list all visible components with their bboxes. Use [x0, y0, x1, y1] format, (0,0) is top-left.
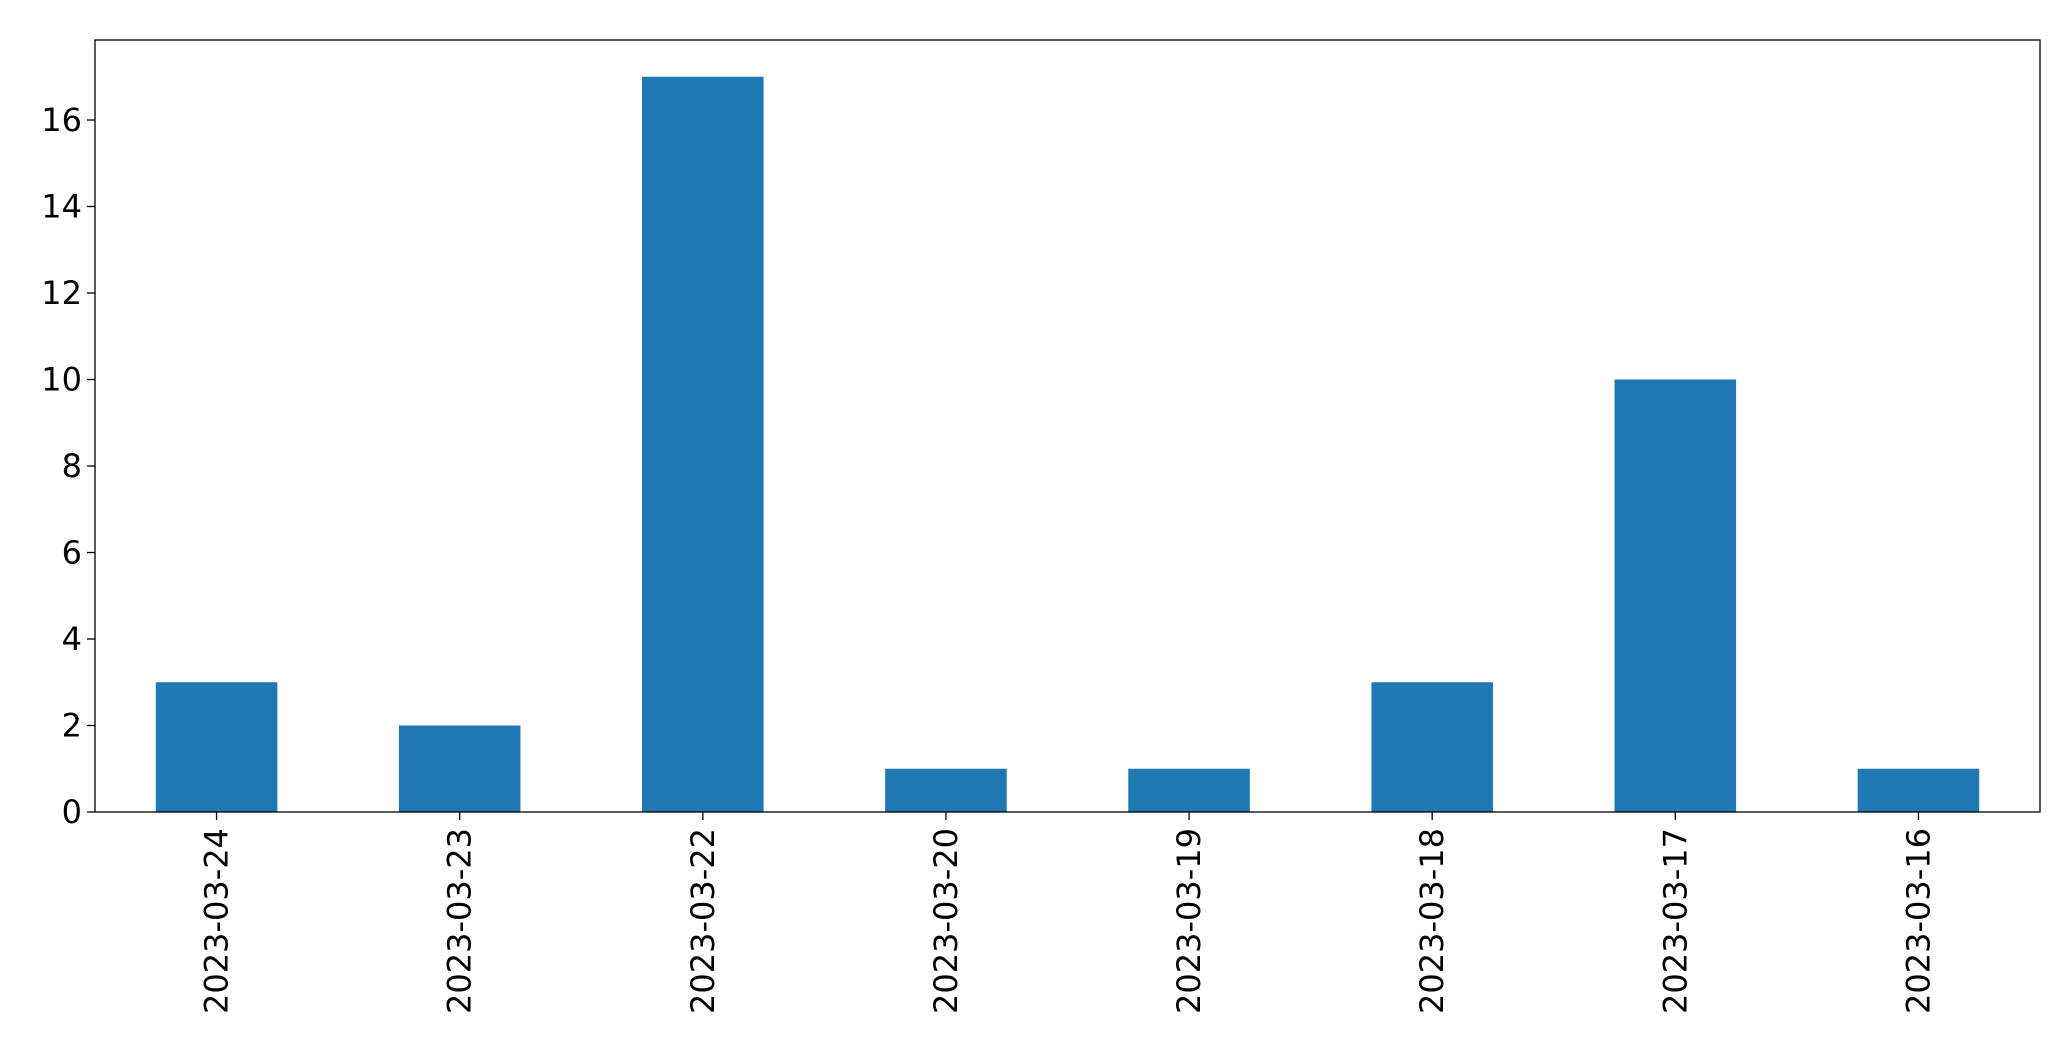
y-tick-label: 8 [62, 447, 82, 485]
bar-2023-03-17 [1614, 379, 1737, 812]
y-tick-label: 10 [41, 361, 82, 399]
y-tick-label: 2 [62, 707, 82, 745]
x-tick-label: 2023-03-17 [1656, 828, 1694, 1014]
bar-2023-03-24 [155, 682, 278, 812]
x-tick-label: 2023-03-22 [684, 828, 722, 1014]
bar-2023-03-23 [398, 725, 521, 812]
bar-2023-03-22 [642, 76, 764, 812]
bar-2023-03-19 [1128, 768, 1250, 812]
y-tick-label: 6 [62, 534, 82, 572]
bar-2023-03-18 [1371, 682, 1493, 812]
x-tick-label: 2023-03-18 [1413, 828, 1451, 1014]
y-tick-label: 0 [62, 793, 82, 831]
bar-2023-03-16 [1857, 768, 1980, 812]
y-tick-label: 4 [62, 620, 82, 658]
y-tick-label: 12 [41, 274, 82, 312]
x-tick-label: 2023-03-20 [927, 828, 965, 1014]
y-axis: 0 2 4 6 8 10 12 14 16 [41, 101, 95, 831]
bars-group [155, 76, 1980, 812]
x-tick-label: 2023-03-23 [441, 828, 479, 1014]
x-tick-label: 2023-03-19 [1170, 828, 1208, 1014]
plot-frame [94, 39, 2041, 813]
x-tick-label: 2023-03-16 [1899, 828, 1937, 1014]
bar-2023-03-20 [885, 768, 1007, 812]
y-tick-label: 14 [41, 188, 82, 226]
y-tick-label: 16 [41, 101, 82, 139]
x-axis: 2023-03-24 2023-03-23 2023-03-22 2023-03-20… [198, 812, 1937, 1014]
x-tick-label: 2023-03-24 [198, 828, 236, 1014]
